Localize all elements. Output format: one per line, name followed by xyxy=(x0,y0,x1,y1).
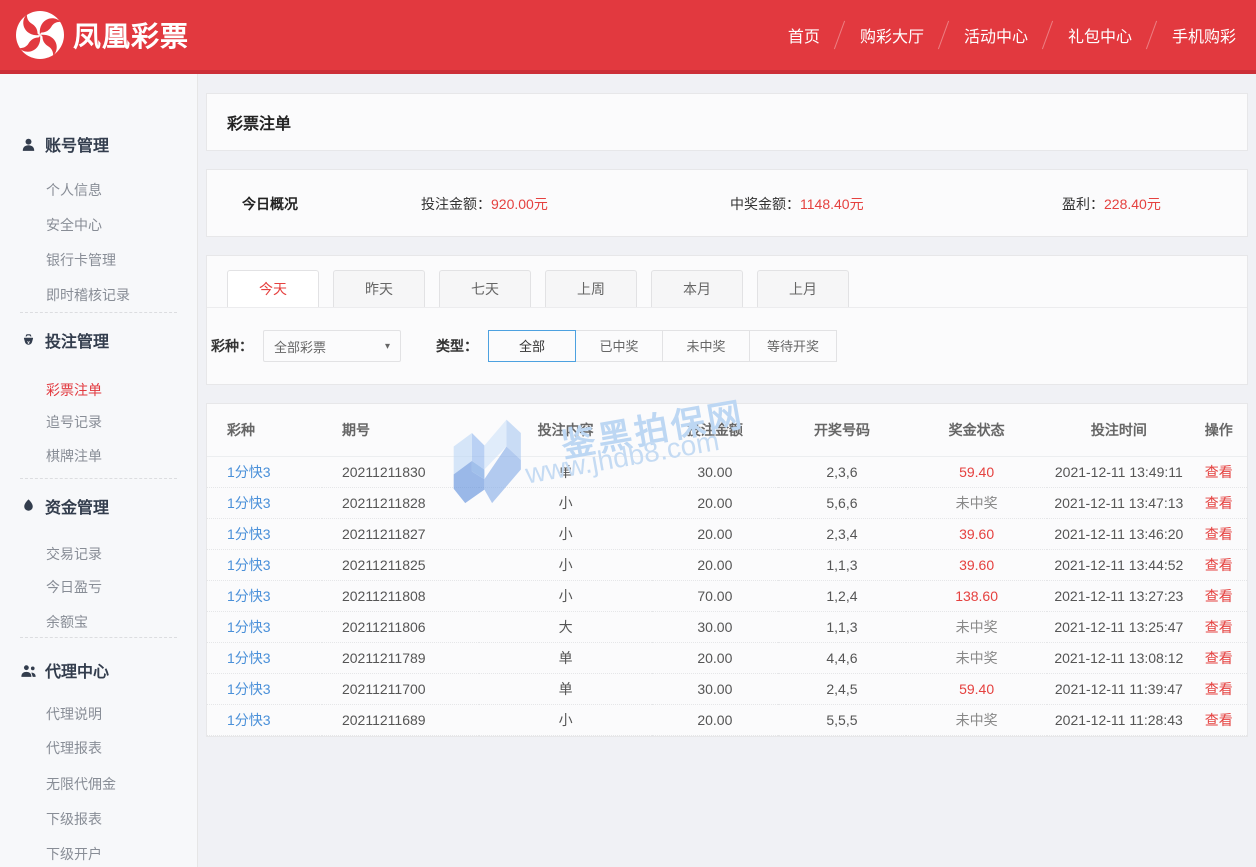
svg-text:¥: ¥ xyxy=(27,339,30,344)
